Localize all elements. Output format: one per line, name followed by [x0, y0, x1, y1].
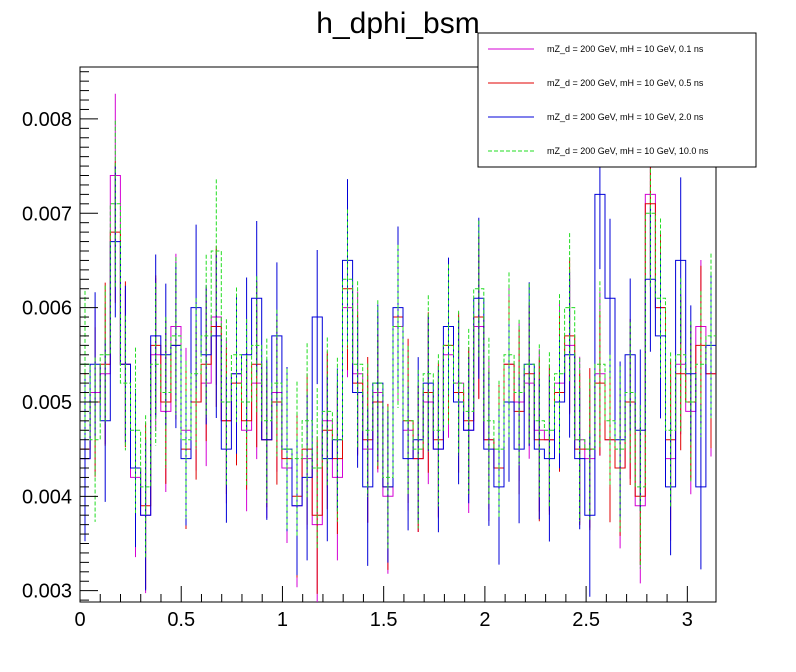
series-3	[80, 120, 716, 569]
x-tick-label: 3	[682, 609, 693, 631]
chart-title: h_dphi_bsm	[316, 7, 479, 40]
x-tick-label: 1.5	[370, 609, 398, 631]
legend-entry-label: mZ_d = 200 GeV, mH = 10 GeV, 0.1 ns	[547, 44, 704, 54]
y-tick-label: 0.007	[22, 203, 72, 225]
series-layer	[80, 93, 716, 602]
x-tick-label: 1	[277, 609, 288, 631]
legend-box	[477, 32, 757, 168]
legend-entry-label: mZ_d = 200 GeV, mH = 10 GeV, 2.0 ns	[547, 112, 704, 122]
x-tick-label: 2.5	[572, 609, 600, 631]
legend-entry-label: mZ_d = 200 GeV, mH = 10 GeV, 0.5 ns	[547, 78, 704, 88]
y-tick-label: 0.008	[22, 109, 72, 131]
y-tick-label: 0.006	[22, 298, 72, 320]
y-tick-label: 0.003	[22, 581, 72, 603]
x-tick-label: 2	[479, 609, 490, 631]
legend-entry-label: mZ_d = 200 GeV, mH = 10 GeV, 10.0 ns	[547, 146, 709, 156]
x-tick-label: 0.5	[167, 609, 195, 631]
legend: mZ_d = 200 GeV, mH = 10 GeV, 0.1 ns mZ_d …	[477, 32, 757, 168]
y-tick-label: 0.005	[22, 392, 72, 414]
axes-layer: 0 0.5 1 1.5 2 2.5 3 0.003 0.004 0.005 0.006 0.007 0.…	[22, 71, 693, 631]
plot-frame	[79, 66, 717, 603]
plot-area-border	[79, 66, 717, 603]
x-tick-label: 0	[74, 609, 85, 631]
y-tick-label: 0.004	[22, 486, 72, 508]
